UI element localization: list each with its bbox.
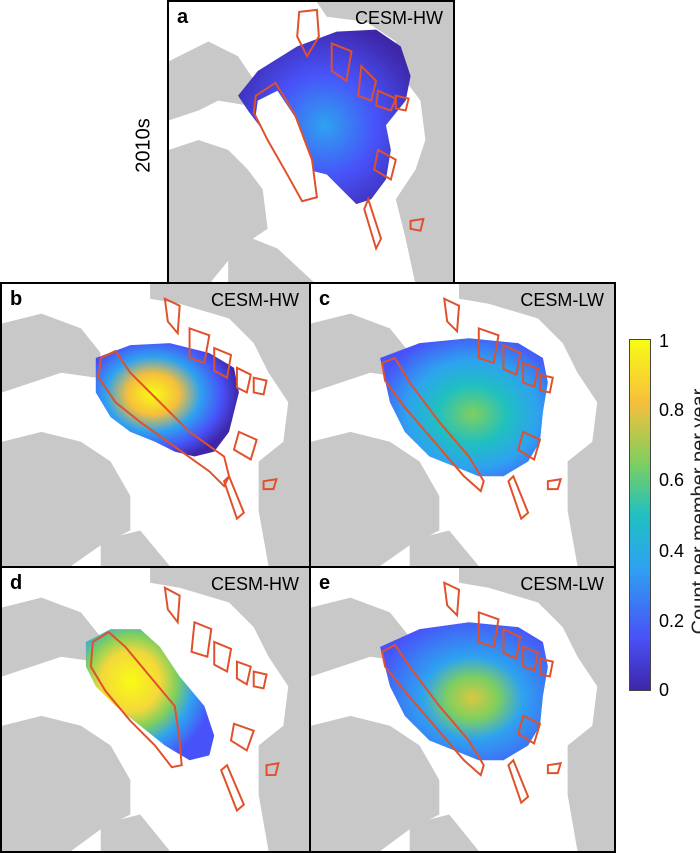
panel-a: a CESM-HW [167, 0, 455, 287]
colorbar-tick-0-4: 0.4 [659, 541, 685, 561]
panel-e: e CESM-LW [309, 566, 616, 853]
colorbar-tick-0-2: 0.2 [659, 611, 685, 631]
panel-c-letter: c [319, 288, 331, 310]
panel-d-letter: d [10, 572, 23, 594]
panel-a-letter: a [177, 6, 189, 28]
panel-e-letter: e [319, 572, 331, 594]
panel-c: c CESM-LW [309, 282, 616, 568]
colorbar-label: Count per member per year [688, 388, 700, 635]
colorbar-tick-1: 1 [659, 331, 670, 351]
land-mask [2, 284, 309, 566]
panel-b-letter: b [10, 288, 23, 310]
panel-d: d CESM-HW [0, 566, 311, 853]
region-outlines [97, 297, 278, 521]
row-label-2010s: 2010s [132, 118, 155, 173]
colorbar-tick-0: 0 [659, 680, 670, 700]
panel-b-model-label: CESM-HW [211, 290, 299, 310]
panel-d-model-label: CESM-HW [211, 574, 299, 594]
colorbar-tick-0-8: 0.8 [659, 400, 685, 420]
panel-a-model-label: CESM-HW [355, 8, 443, 28]
colorbar-tick-0-6: 0.6 [659, 470, 685, 490]
region-outlines [89, 585, 280, 813]
sea-ice-field [85, 629, 215, 761]
colorbar [629, 339, 651, 691]
land-mask [2, 568, 309, 851]
region-outlines [380, 581, 563, 805]
sea-ice-field [380, 338, 548, 477]
panel-c-model-label: CESM-LW [520, 290, 604, 310]
sea-ice-field [380, 622, 548, 761]
region-outlines [252, 8, 425, 252]
land-mask [169, 2, 453, 285]
panel-e-model-label: CESM-LW [520, 574, 604, 594]
hole-white [255, 90, 315, 200]
panel-b: b CESM-HW [0, 282, 311, 568]
region-outlines [380, 297, 563, 521]
sea-ice-field [95, 343, 239, 457]
